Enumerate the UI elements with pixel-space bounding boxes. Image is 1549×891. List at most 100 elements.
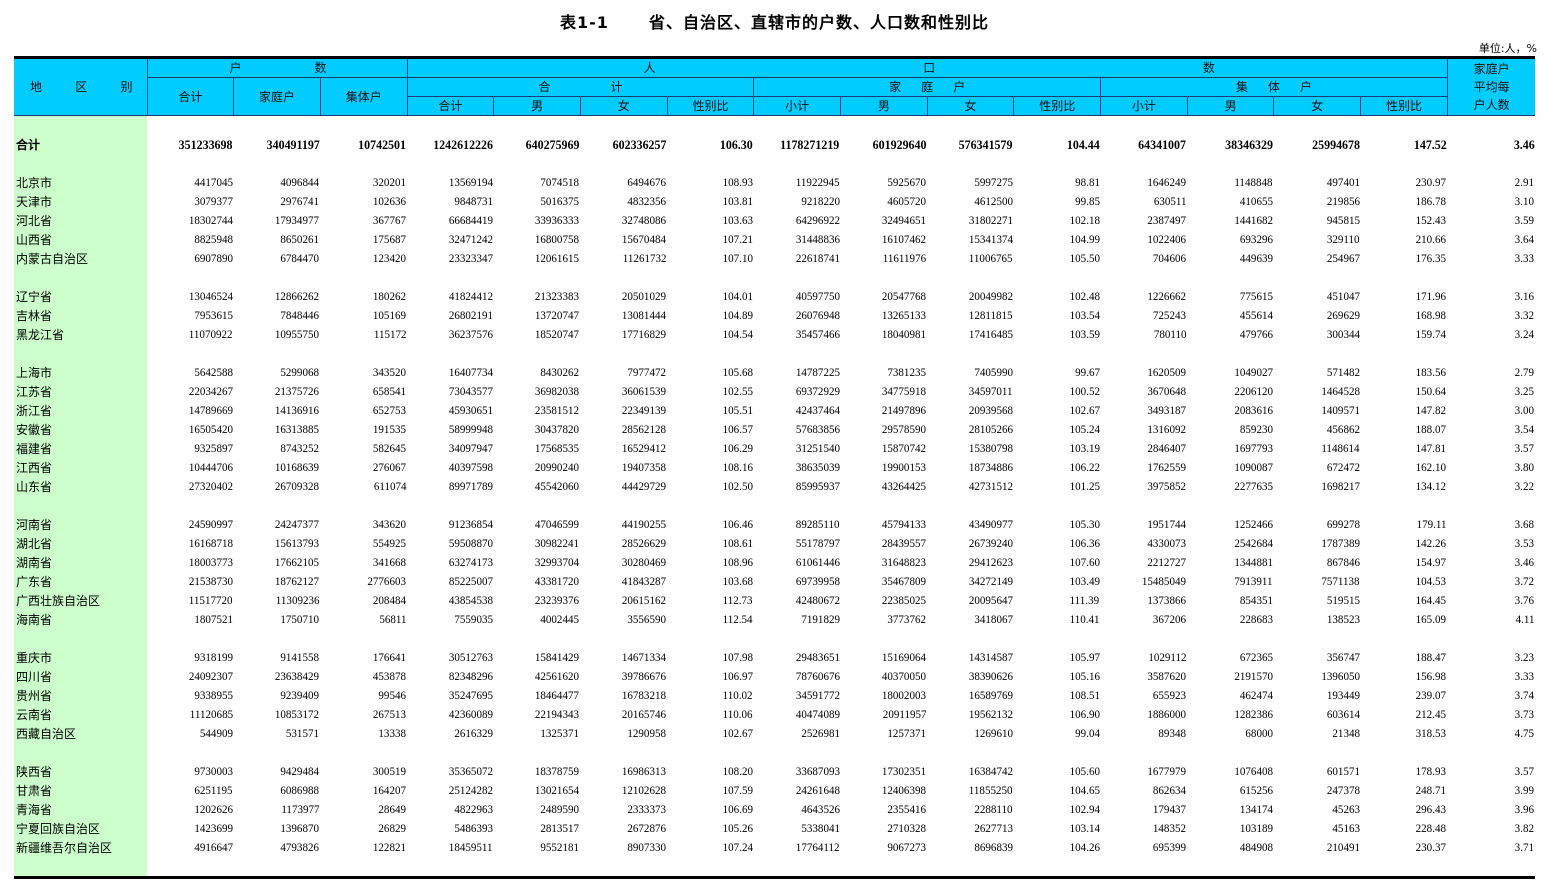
value: 22618741 (795, 251, 840, 265)
value: 34097947 (448, 441, 493, 455)
value-cell: 16168718 (147, 534, 234, 553)
value: 3587620 (1147, 669, 1187, 683)
value-cell: 9318199 (147, 648, 234, 667)
header-pop-family-group: 家庭户 (753, 77, 1102, 97)
value-cell: 32748086 (580, 211, 667, 230)
value: 3773762 (887, 612, 927, 626)
value: 29412623 (968, 555, 1013, 569)
value-cell: 7405990 (927, 363, 1014, 382)
value: 2355416 (887, 802, 927, 816)
region-name: 吉林省 (14, 306, 147, 325)
value: 11309236 (275, 593, 320, 607)
value: 103189 (1239, 821, 1273, 835)
empty-cell (1187, 116, 1274, 136)
value-cell: 147.52 (1361, 135, 1448, 154)
empty-cell (493, 857, 581, 879)
value: 1242612226 (432, 136, 493, 152)
value: 12406398 (882, 783, 927, 797)
value: 867846 (1326, 555, 1360, 569)
value-cell: 47046599 (494, 515, 581, 534)
header-pop-collective-group: 集体户 (1100, 77, 1448, 97)
value: 576341579 (959, 136, 1013, 152)
value: 300519 (372, 764, 407, 778)
header-population: 人口数 (406, 56, 1448, 78)
value: 106.57 (722, 422, 753, 436)
value: 69739958 (795, 574, 840, 588)
value: 11922945 (795, 175, 840, 189)
region-cell-empty (14, 268, 147, 287)
value: 34597011 (969, 384, 1013, 398)
value: 3.33 (1515, 251, 1535, 265)
region-cell-empty (14, 344, 147, 363)
value-cell: 4612500 (927, 192, 1014, 211)
value: 2277635 (1234, 479, 1273, 493)
value-cell: 17716829 (580, 325, 667, 344)
value: 4.11 (1515, 612, 1535, 626)
empty-cell (494, 496, 581, 515)
value-cell: 44429729 (580, 477, 667, 496)
value: 43490977 (968, 517, 1013, 531)
value: 254967 (1326, 251, 1360, 265)
value-cell: 99.67 (1014, 363, 1101, 382)
value-cell: 2813517 (494, 819, 581, 838)
value-cell: 3.46 (1447, 135, 1535, 154)
value-cell: 23638429 (234, 667, 321, 686)
table-row: 湖南省 18003773 17662105 341668 63274173 3299370… (14, 553, 1535, 572)
value: 24092307 (188, 669, 233, 683)
value-cell: 105.97 (1014, 648, 1101, 667)
value: 30437820 (535, 422, 580, 436)
value-cell: 7977472 (580, 363, 667, 382)
value: 7977472 (627, 365, 667, 379)
value-cell: 64341007 (1101, 135, 1188, 154)
value-cell: 104.44 (1014, 135, 1101, 154)
region-name: 湖北省 (14, 534, 147, 553)
value-cell: 9141558 (234, 648, 321, 667)
value: 1325371 (540, 726, 580, 740)
value: 102.94 (1069, 802, 1100, 816)
value: 20501029 (621, 289, 667, 303)
value: 56811 (378, 612, 407, 626)
value-cell: 14671334 (580, 648, 667, 667)
table-row: 西藏自治区 544909 531571 13338 2616329 1325371 1290… (14, 724, 1535, 743)
value-cell: 9429484 (234, 762, 321, 781)
value: 24590997 (188, 517, 233, 531)
empty-cell (927, 116, 1014, 136)
value: 8696839 (974, 840, 1013, 854)
empty-cell (1273, 857, 1361, 879)
empty-cell (407, 629, 494, 648)
value-cell: 18378759 (494, 762, 581, 781)
value-cell: 29483651 (754, 648, 841, 667)
value-cell: 210491 (1274, 838, 1361, 857)
empty-cell (147, 857, 234, 879)
spacer-row (14, 629, 1535, 648)
table-row: 黑龙江省 11070922 10955750 115172 36237576 185207… (14, 325, 1535, 344)
value-cell: 3.68 (1447, 515, 1535, 534)
value: 21323383 (535, 289, 580, 303)
value: 41824412 (448, 289, 493, 303)
value: 110.06 (722, 707, 753, 721)
value: 134174 (1239, 802, 1273, 816)
value-cell: 725243 (1101, 306, 1188, 325)
value-cell: 5338041 (754, 819, 841, 838)
value-cell: 1022406 (1101, 230, 1188, 249)
value: 12866262 (275, 289, 320, 303)
value: 122821 (372, 840, 407, 854)
empty-cell (1361, 496, 1448, 515)
value-cell: 110.41 (1014, 610, 1101, 629)
value-cell: 138523 (1274, 610, 1361, 629)
value-cell: 19900153 (841, 458, 928, 477)
value: 228.48 (1416, 821, 1447, 835)
value-cell: 30437820 (494, 420, 581, 439)
value: 603614 (1326, 707, 1360, 721)
region-name: 云南省 (14, 705, 147, 724)
table-header: 地区别 户数 人口数 家庭户 平均每 户人数 合计 家庭户 集体户 合计 家庭户 集… (14, 56, 1536, 116)
value: 1344881 (1234, 555, 1273, 569)
value: 5338041 (800, 821, 840, 835)
value: 103.14 (1069, 821, 1100, 835)
empty-cell (927, 154, 1014, 173)
value-cell: 18302744 (147, 211, 234, 230)
value: 1787389 (1320, 536, 1360, 550)
value-cell: 318.53 (1361, 724, 1448, 743)
value-cell: 10955750 (234, 325, 321, 344)
value-cell: 106.97 (667, 667, 754, 686)
